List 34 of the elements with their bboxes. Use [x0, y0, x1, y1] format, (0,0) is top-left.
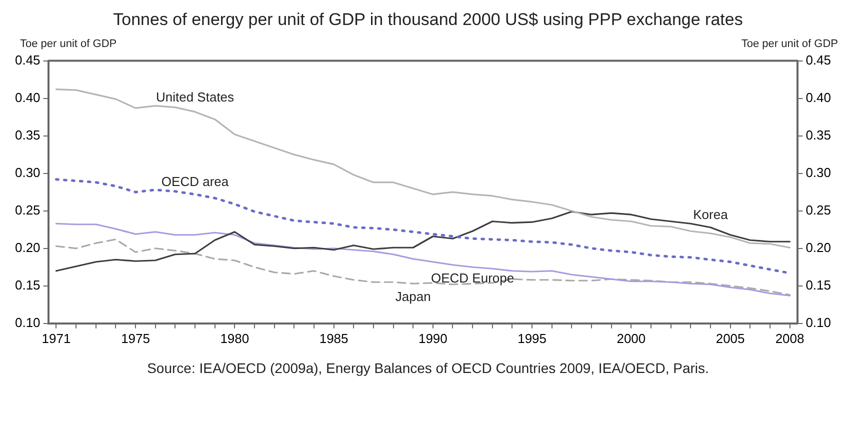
y-tick-label: 0.45 — [14, 52, 40, 68]
y-tick-label: 0.25 — [14, 202, 40, 218]
y-tick-label: 0.15 — [14, 277, 40, 292]
x-tick-label: 2005 — [716, 330, 745, 346]
series-label: OECD Europe — [431, 270, 514, 286]
y-axis-title: Toe per unit of GDP — [20, 38, 117, 50]
y2-tick-label: 0.10 — [806, 314, 832, 330]
y2-tick-label: 0.25 — [806, 202, 832, 218]
y-tick-label: 0.40 — [14, 90, 40, 105]
x-tick-label: 1975 — [121, 330, 150, 346]
y2-tick-label: 0.20 — [806, 240, 832, 255]
x-tick-label: 1980 — [220, 330, 250, 346]
y-tick-label: 0.35 — [14, 127, 40, 142]
series-label: OECD area — [161, 174, 230, 189]
chart-title: Tonnes of energy per unit of GDP in thousand 2000 US$ using PPP exchange rates — [112, 10, 744, 30]
source-note: Source: IEA/OECD (2009a), Energy Balances of OECD Countries 2009, IEA/OECD, Paris. — [146, 360, 710, 376]
x-tick-label: 2000 — [616, 330, 646, 346]
x-tick-label: 1985 — [319, 330, 348, 346]
series-label: Korea — [693, 206, 729, 222]
y2-tick-label: 0.15 — [806, 277, 832, 292]
series-label: Japan — [395, 289, 431, 304]
y2-tick-label: 0.45 — [806, 52, 832, 68]
y-tick-label: 0.20 — [14, 240, 40, 255]
y2-tick-label: 0.30 — [806, 164, 832, 180]
x-tick-label: 1971 — [42, 330, 71, 346]
x-tick-label: 1990 — [418, 330, 448, 346]
x-tick-label: 2008 — [775, 330, 804, 346]
y2-tick-label: 0.35 — [806, 127, 832, 142]
y-tick-label: 0.30 — [14, 164, 40, 180]
y2-axis-title: Toe per unit of GDP — [741, 38, 838, 50]
x-tick-label: 1995 — [518, 330, 546, 346]
y2-tick-label: 0.40 — [806, 90, 832, 105]
y-tick-label: 0.10 — [14, 314, 40, 330]
series-label: United States — [156, 89, 235, 104]
